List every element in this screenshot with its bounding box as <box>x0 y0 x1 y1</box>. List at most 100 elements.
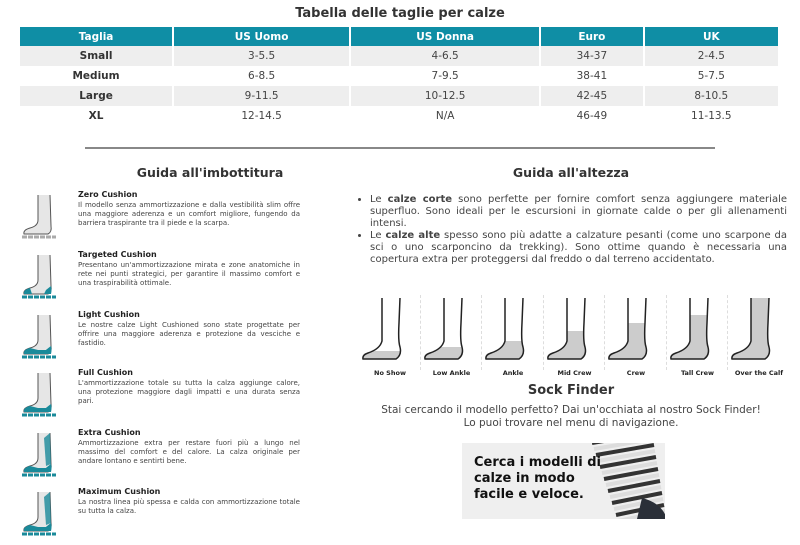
col-header: UK <box>643 27 781 46</box>
sock-finder-title: Sock Finder <box>527 383 615 398</box>
separator <box>481 295 482 370</box>
table-cell: 9-11.5 <box>173 86 352 106</box>
cushion-name: Full Cushion <box>78 368 133 377</box>
separator <box>542 295 544 370</box>
sock-height-item: Crew <box>606 293 666 377</box>
divider <box>85 147 715 149</box>
cushion-name: Targeted Cushion <box>78 250 157 259</box>
sock-height-item: Low Ankle <box>422 293 482 377</box>
striped-sock-image <box>592 443 665 519</box>
cushion-description: Le nostre calze Light Cushioned sono sta… <box>78 321 300 347</box>
cushion-item: Light Cushion Le nostre calze Light Cush… <box>14 310 300 368</box>
text-bold: calze alte <box>385 230 441 241</box>
text: Lo puoi trovare nel menu di navigazione. <box>463 417 679 429</box>
cushion-description: L'ammortizzazione totale su tutta la cal… <box>78 379 300 405</box>
table-cell: 11-13.5 <box>643 106 781 126</box>
separator <box>419 295 421 370</box>
cushion-sock-icon <box>22 194 56 239</box>
cushion-name: Maximum Cushion <box>78 487 161 496</box>
height-guide-bullets: Le calze corte sono perfette per fornire… <box>355 194 787 266</box>
separator <box>727 295 728 370</box>
sock-height-item: Over the Calf <box>729 293 789 377</box>
sock-finder-banner[interactable]: Cerca i modelli di calze in modo facile … <box>462 443 665 519</box>
sock-height-label: Over the Calf <box>734 369 784 377</box>
text: Le <box>370 194 388 205</box>
cushion-item: Maximum Cushion La nostra linea più spes… <box>14 487 300 545</box>
cushion-sock-icon <box>22 372 56 417</box>
table-cell: N/A <box>350 106 542 126</box>
cushion-sock-icon <box>22 314 56 359</box>
table-cell: 2-4.5 <box>643 46 781 66</box>
table-cell: Medium <box>20 66 175 86</box>
sock-height-icon <box>669 297 709 360</box>
sock-height-icon <box>362 297 402 360</box>
bullet-item: Le calze alte spesso sono più adatte a c… <box>370 230 787 266</box>
col-header: Taglia <box>20 27 175 46</box>
separator <box>665 295 667 370</box>
banner-text: Cerca i modelli di calze in modo facile … <box>474 455 602 502</box>
sock-height-item: Tall Crew <box>668 293 728 377</box>
cushion-item: Full Cushion L'ammortizzazione totale su… <box>14 368 300 426</box>
cushion-description: La nostra linea più spessa e calda con a… <box>78 498 300 515</box>
sock-height-label: Low Ankle <box>432 369 471 377</box>
sock-height-label: Crew <box>626 369 646 377</box>
cushion-description: Ammortizzazione extra per restare fuori … <box>78 439 300 465</box>
col-header: Euro <box>540 27 645 46</box>
size-table-title: Tabella delle taglie per calze <box>295 6 505 21</box>
table-cell: 34-37 <box>540 46 645 66</box>
bullet-item: Le calze corte sono perfette per fornire… <box>370 194 787 230</box>
table-cell: Small <box>20 46 175 66</box>
sock-height-icon <box>546 297 586 360</box>
size-table: Taglia US Uomo US Donna Euro UK Small 3-5… <box>20 27 781 126</box>
table-row: Medium 6-8.5 7-9.5 38-41 5-7.5 <box>20 66 781 86</box>
text: Stai cercando il modello perfetto? Dai u… <box>381 404 761 416</box>
table-row: Large 9-11.5 10-12.5 42-45 8-10.5 <box>20 86 781 106</box>
table-cell: 46-49 <box>540 106 645 126</box>
cushion-description: Il modello senza ammortizzazione e dalla… <box>78 201 300 227</box>
table-cell: 7-9.5 <box>350 66 542 86</box>
sock-height-label: Ankle <box>502 369 524 377</box>
table-cell: 4-6.5 <box>350 46 542 66</box>
sock-height-icon <box>608 297 648 360</box>
cushion-guide-title: Guida all'imbottitura <box>136 165 284 180</box>
sock-height-icon <box>423 297 463 360</box>
text: Le <box>370 230 386 241</box>
sock-height-label: No Show <box>374 369 406 377</box>
sock-height-icon <box>731 297 771 360</box>
sock-height-item: Mid Crew <box>545 293 605 377</box>
text: sono perfette per fornire comfort senza … <box>370 194 788 229</box>
table-cell: 12-14.5 <box>173 106 352 126</box>
cushion-item: Zero Cushion Il modello senza ammortizza… <box>14 190 300 248</box>
col-header: US Uomo <box>173 27 352 46</box>
height-guide-title: Guida all'altezza <box>512 165 630 180</box>
cushion-sock-icon <box>22 254 56 299</box>
cushion-sock-icon <box>22 432 56 477</box>
text: spesso sono più adatte a calzature pesan… <box>370 230 787 265</box>
table-cell: XL <box>20 106 175 126</box>
table-cell: 3-5.5 <box>173 46 352 66</box>
table-cell: 42-45 <box>540 86 645 106</box>
sock-height-item: No Show <box>360 293 420 377</box>
sock-height-item: Ankle <box>483 293 543 377</box>
sock-height-label: Mid Crew <box>557 369 592 377</box>
sock-finder-description: Stai cercando il modello perfetto? Dai u… <box>355 404 787 430</box>
cushion-item: Extra Cushion Ammortizzazione extra per … <box>14 428 300 486</box>
table-cell: 8-10.5 <box>643 86 781 106</box>
table-cell: 10-12.5 <box>350 86 542 106</box>
cushion-name: Light Cushion <box>78 310 140 319</box>
cushion-item: Targeted Cushion Presentano un'ammortizz… <box>14 250 300 308</box>
separator <box>604 295 605 370</box>
sock-height-label: Tall Crew <box>680 369 715 377</box>
text-bold: calze corte <box>387 194 453 205</box>
table-cell: 38-41 <box>540 66 645 86</box>
table-cell: 5-7.5 <box>643 66 781 86</box>
col-header: US Donna <box>350 27 542 46</box>
cushion-sock-icon <box>22 491 56 536</box>
table-cell: 6-8.5 <box>173 66 352 86</box>
cushion-description: Presentano un'ammortizzazione mirata e z… <box>78 261 300 287</box>
table-row: XL 12-14.5 N/A 46-49 11-13.5 <box>20 106 781 126</box>
table-row: Small 3-5.5 4-6.5 34-37 2-4.5 <box>20 46 781 66</box>
cushion-name: Extra Cushion <box>78 428 141 437</box>
cushion-name: Zero Cushion <box>78 190 138 199</box>
table-cell: Large <box>20 86 175 106</box>
